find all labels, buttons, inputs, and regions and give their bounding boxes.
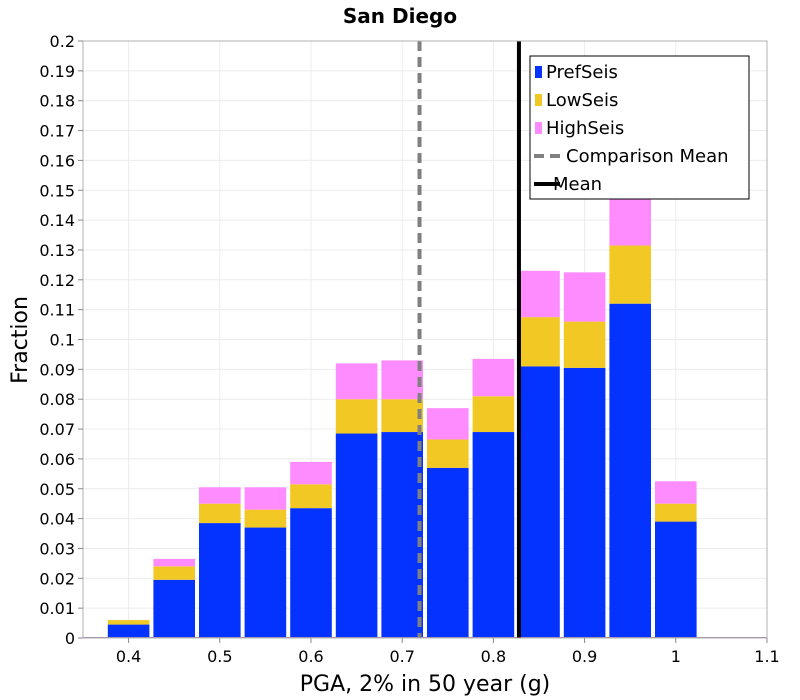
bar-highseis [153, 558, 195, 567]
y-tick-label: 0 [65, 629, 75, 648]
y-tick-label: 0.18 [39, 92, 75, 111]
y-axis-title: Fraction [8, 296, 33, 384]
y-tick-label: 0.08 [39, 390, 75, 409]
x-tick-label: 0.7 [389, 647, 414, 666]
bar-highseis [290, 461, 332, 485]
legend-box [529, 55, 750, 200]
legend: PrefSeis LowSeis HighSeis Comparison Mean Me… [529, 55, 750, 200]
y-tick-label: 0.01 [39, 599, 75, 618]
y-tick-label: 0.2 [50, 32, 75, 51]
x-tick-label: 0.6 [298, 647, 323, 666]
bar-prefseis [655, 521, 697, 638]
legend-swatch-lowseis [535, 94, 542, 106]
bar-prefseis [472, 432, 515, 638]
x-axis-title: PGA, 2% in 50 year (g) [300, 672, 551, 697]
bar-highseis [518, 270, 560, 318]
bar-prefseis [518, 366, 560, 638]
x-tick-label: 0.9 [572, 647, 597, 666]
bar-lowseis [427, 439, 469, 468]
bar-prefseis [290, 508, 332, 638]
y-tick-label: 0.16 [39, 151, 75, 170]
mean-lines [417, 41, 521, 638]
x-axis-ticks: 0.4 0.5 0.6 0.7 0.8 0.9 1 1.1 [116, 638, 780, 666]
bar-prefseis [244, 527, 287, 638]
bar-lowseis [518, 317, 560, 367]
bar-highseis [655, 481, 697, 504]
legend-label: LowSeis [546, 90, 618, 111]
y-tick-label: 0.09 [39, 360, 75, 379]
bar-highseis [427, 408, 469, 440]
bar-lowseis [107, 620, 150, 625]
y-tick-label: 0.1 [50, 331, 75, 350]
bar-lowseis [472, 396, 515, 433]
x-tick-label: 1 [671, 647, 681, 666]
legend-label: Mean [553, 174, 602, 195]
bar-lowseis [335, 399, 378, 434]
bar-prefseis [153, 579, 195, 638]
bar-prefseis [563, 367, 606, 638]
x-tick-label: 0.8 [481, 647, 506, 666]
x-tick-label: 0.5 [207, 647, 232, 666]
legend-swatch-highseis [535, 122, 542, 134]
y-tick-label: 0.02 [39, 569, 75, 588]
bar-lowseis [609, 245, 651, 304]
legend-label: PrefSeis [546, 62, 618, 83]
y-tick-label: 0.05 [39, 480, 75, 499]
y-tick-label: 0.04 [39, 510, 75, 529]
legend-label: HighSeis [546, 118, 624, 139]
y-tick-label: 0.14 [39, 211, 75, 230]
legend-label: Comparison Mean [566, 146, 729, 167]
y-axis-ticks: 0 0.01 0.02 0.03 0.04 0.05 0.06 0.07 0.08 0.09 0.1… [39, 32, 83, 648]
bar-lowseis [655, 503, 697, 522]
y-tick-label: 0.06 [39, 450, 75, 469]
bar-prefseis [107, 624, 150, 638]
bar-lowseis [290, 484, 332, 509]
bar-lowseis [563, 321, 606, 368]
bar-lowseis [153, 566, 195, 580]
bar-highseis [381, 360, 423, 400]
bar-highseis [244, 487, 287, 510]
bar-lowseis [199, 503, 241, 524]
bar-prefseis [609, 303, 651, 638]
y-tick-label: 0.03 [39, 539, 75, 558]
bar-highseis [199, 487, 241, 504]
bar-prefseis [335, 433, 378, 638]
bar-prefseis [199, 523, 241, 638]
y-tick-label: 0.07 [39, 420, 75, 439]
x-tick-label: 1.1 [754, 647, 779, 666]
bar-lowseis [244, 509, 287, 528]
bar-highseis [472, 358, 515, 397]
y-tick-label: 0.15 [39, 181, 75, 200]
bar-highseis [563, 272, 606, 322]
bar-prefseis [381, 432, 423, 638]
y-tick-label: 0.13 [39, 241, 75, 260]
y-tick-label: 0.19 [39, 62, 75, 81]
y-tick-label: 0.11 [39, 301, 75, 320]
x-tick-label: 0.4 [116, 647, 141, 666]
bar-prefseis [427, 467, 469, 638]
y-tick-label: 0.12 [39, 271, 75, 290]
chart-title: San Diego [343, 4, 457, 28]
legend-swatch-prefseis [535, 66, 542, 78]
bar-lowseis [381, 399, 423, 433]
y-tick-label: 0.17 [39, 122, 75, 141]
bar-highseis [335, 363, 378, 400]
